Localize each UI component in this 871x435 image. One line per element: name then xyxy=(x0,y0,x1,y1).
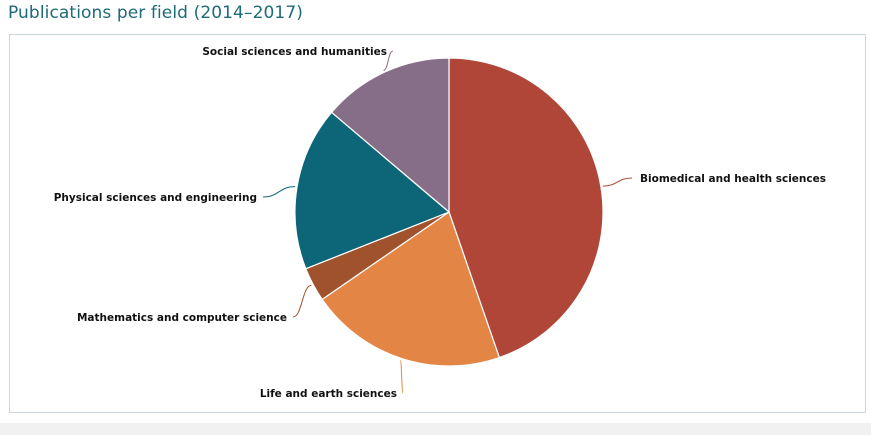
pie-chart: Biomedical and health sciences Life and e… xyxy=(54,46,826,400)
pie-slice-life-and-earth-sciences[interactable] xyxy=(321,211,501,367)
leader-line-life-and-earth-sciences xyxy=(399,359,404,394)
leader-lines xyxy=(262,50,633,394)
slice-label-life-and-earth-sciences: Life and earth sciences xyxy=(260,388,397,400)
slice-labels: Biomedical and health sciences Life and e… xyxy=(54,46,826,400)
pie-slice-physical-sciences-and-engineering[interactable] xyxy=(294,111,451,270)
leader-line-social-sciences-and-humanities xyxy=(383,50,394,71)
slice-label-biomedical-and-health-sciences: Biomedical and health sciences xyxy=(640,173,826,185)
pie-slice-social-sciences-and-humanities[interactable] xyxy=(330,57,450,214)
pie-slices xyxy=(294,57,604,367)
leader-line-mathematics-and-computer-science xyxy=(292,284,312,318)
leader-line-physical-sciences-and-engineering xyxy=(262,186,296,198)
slice-label-physical-sciences-and-engineering: Physical sciences and engineering xyxy=(54,192,257,204)
chart-title: Publications per field (2014–2017) xyxy=(8,3,303,23)
chart-panel: Biomedical and health sciences Life and e… xyxy=(9,34,866,413)
slice-label-mathematics-and-computer-science: Mathematics and computer science xyxy=(77,312,287,324)
slice-label-social-sciences-and-humanities: Social sciences and humanities xyxy=(202,46,387,58)
pie-slice-biomedical-and-health-sciences[interactable] xyxy=(448,57,604,359)
footer-band xyxy=(0,423,871,435)
leader-line-biomedical-and-health-sciences xyxy=(602,177,633,187)
